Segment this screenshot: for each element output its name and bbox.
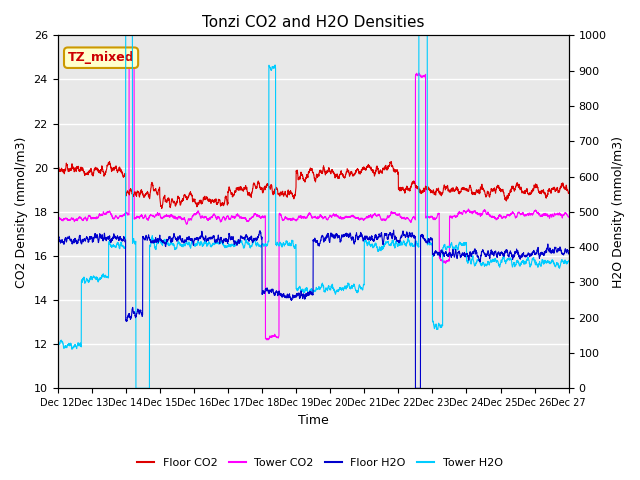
X-axis label: Time: Time: [298, 414, 328, 427]
Legend: Floor CO2, Tower CO2, Floor H2O, Tower H2O: Floor CO2, Tower CO2, Floor H2O, Tower H…: [133, 453, 507, 472]
Y-axis label: H2O Density (mmol/m3): H2O Density (mmol/m3): [612, 136, 625, 288]
Title: Tonzi CO2 and H2O Densities: Tonzi CO2 and H2O Densities: [202, 15, 424, 30]
Y-axis label: CO2 Density (mmol/m3): CO2 Density (mmol/m3): [15, 136, 28, 288]
Text: TZ_mixed: TZ_mixed: [68, 51, 134, 64]
